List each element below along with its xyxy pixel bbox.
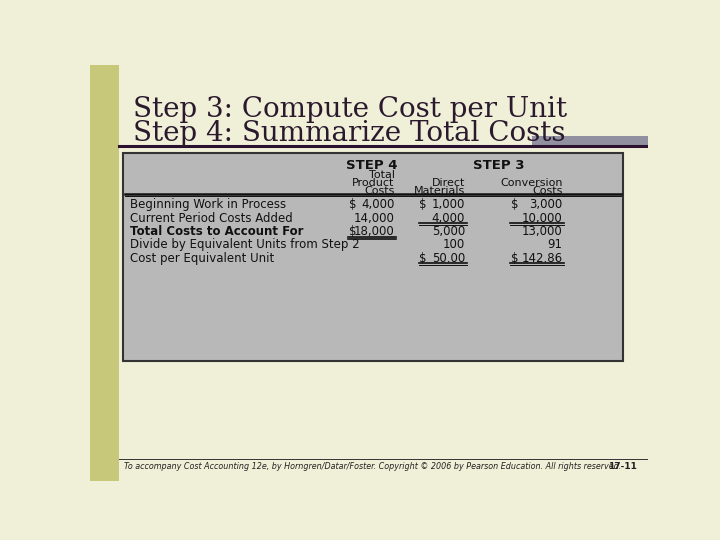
Text: 18,000: 18,000 [354, 225, 395, 238]
Text: Conversion: Conversion [500, 178, 563, 188]
Text: Total Costs to Account For: Total Costs to Account For [130, 225, 304, 238]
Text: $: $ [510, 198, 518, 212]
Text: 13,000: 13,000 [522, 225, 563, 238]
Text: STEP 4: STEP 4 [346, 159, 397, 172]
Text: Step 3: Compute Cost per Unit: Step 3: Compute Cost per Unit [132, 96, 567, 123]
Text: 4,000: 4,000 [361, 198, 395, 212]
Text: 17-11: 17-11 [608, 462, 637, 471]
Text: Beginning Work in Process: Beginning Work in Process [130, 198, 287, 212]
Text: 100: 100 [443, 239, 465, 252]
Text: 91: 91 [548, 239, 563, 252]
Text: Current Period Costs Added: Current Period Costs Added [130, 212, 293, 225]
Text: 4,000: 4,000 [432, 212, 465, 225]
Text: Total: Total [369, 170, 395, 180]
Text: Product: Product [352, 178, 395, 188]
Text: $: $ [349, 225, 356, 238]
Text: 3,000: 3,000 [529, 198, 563, 212]
Text: Step 4: Summarize Total Costs: Step 4: Summarize Total Costs [132, 120, 565, 147]
Text: Costs: Costs [532, 186, 563, 195]
Text: Divide by Equivalent Units from Step 2: Divide by Equivalent Units from Step 2 [130, 239, 360, 252]
Text: 10,000: 10,000 [522, 212, 563, 225]
Text: $: $ [419, 252, 427, 265]
Text: $: $ [419, 198, 427, 212]
Text: 50.00: 50.00 [432, 252, 465, 265]
Bar [90, 65, 120, 481]
Text: To accompany Cost Accounting 12e, by Horngren/Datar/Foster. Copyright © 2006 by : To accompany Cost Accounting 12e, by Hor… [124, 462, 621, 471]
Text: $: $ [349, 198, 356, 212]
Text: Cost per Equivalent Unit: Cost per Equivalent Unit [130, 252, 274, 265]
Bar [532, 137, 648, 146]
Text: 14,000: 14,000 [354, 212, 395, 225]
Text: Costs: Costs [364, 186, 395, 195]
Text: Materials: Materials [414, 186, 465, 195]
Text: 142.86: 142.86 [521, 252, 563, 265]
Text: $: $ [510, 252, 518, 265]
Text: Direct: Direct [432, 178, 465, 188]
Text: STEP 3: STEP 3 [473, 159, 525, 172]
Bar [122, 153, 624, 361]
Text: 1,000: 1,000 [432, 198, 465, 212]
Text: 5,000: 5,000 [432, 225, 465, 238]
